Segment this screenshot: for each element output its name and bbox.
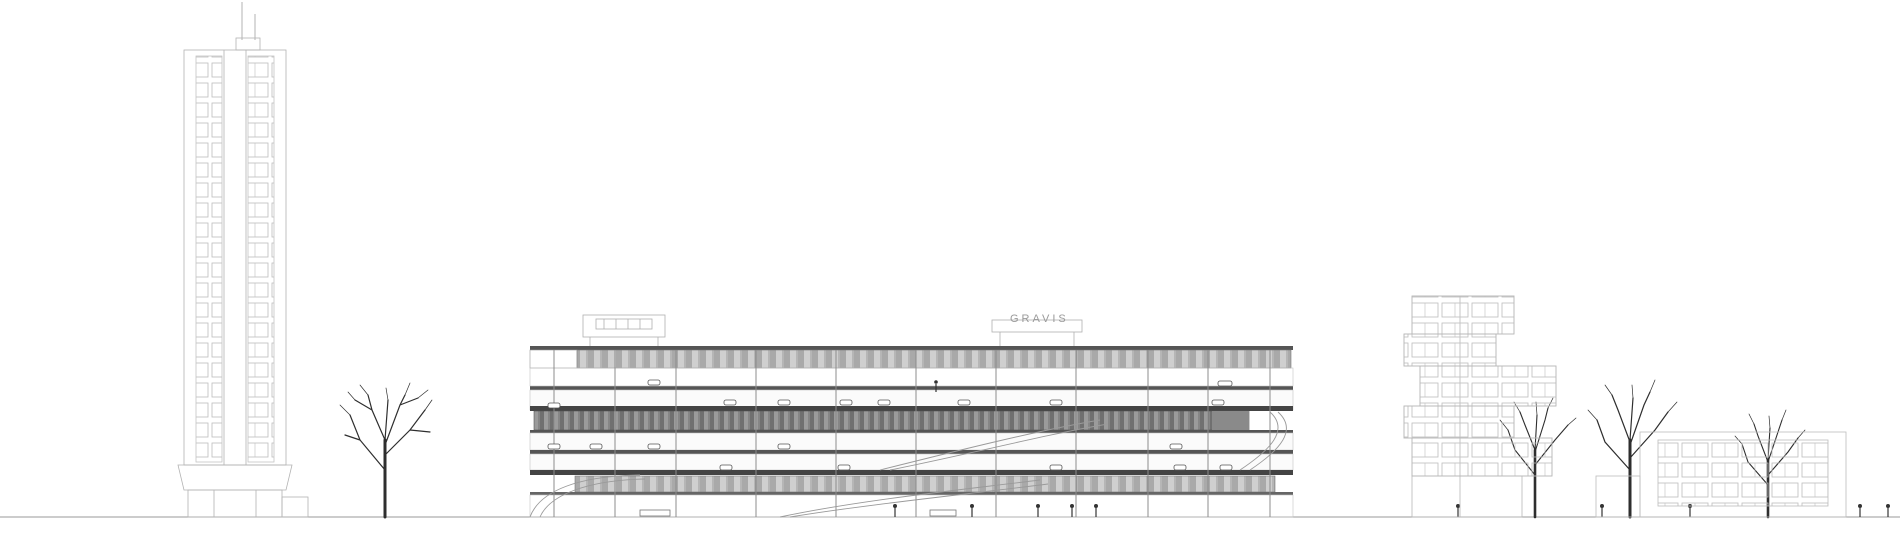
tree-3 xyxy=(1587,379,1678,519)
central-building: GRAVIS xyxy=(529,313,1890,518)
roof-sign-left xyxy=(582,314,666,347)
stacked-building xyxy=(1403,295,1557,518)
roof-sign-text: GRAVIS xyxy=(1010,313,1069,325)
ground-objects xyxy=(639,509,957,517)
office-building xyxy=(1595,431,1847,518)
roof-sign-right xyxy=(991,319,1083,347)
parked-cars xyxy=(547,379,1233,471)
tower-building xyxy=(177,2,309,518)
pedestrians xyxy=(892,380,1890,517)
spiral-ramp xyxy=(529,411,1287,518)
tree-1 xyxy=(339,382,433,519)
